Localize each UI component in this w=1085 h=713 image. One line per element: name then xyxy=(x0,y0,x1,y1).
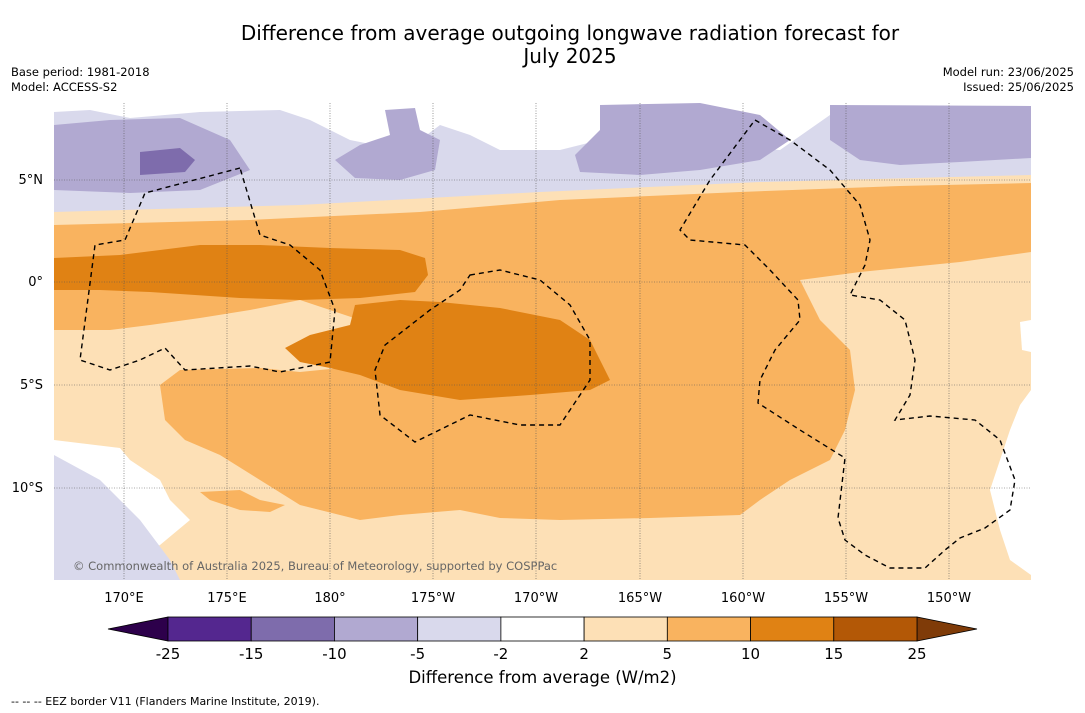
anomaly-neg2-2-southeast xyxy=(990,390,1031,575)
lon-label: 180° xyxy=(314,591,345,606)
colorbar-segment xyxy=(167,616,252,642)
map-panel: © Commonwealth of Australia 2025, Bureau… xyxy=(54,103,1031,580)
colorbar-extend-high xyxy=(916,616,978,642)
copyright-text: © Commonwealth of Australia 2025, Bureau… xyxy=(73,559,557,573)
colorbar-segment xyxy=(334,616,419,642)
lon-label: 165°W xyxy=(618,591,662,606)
colorbar-segment xyxy=(417,616,502,642)
eez-borders xyxy=(79,119,1016,569)
title-line-1: Difference from average outgoing longwav… xyxy=(240,21,900,45)
colorbar-tick-label: 2 xyxy=(579,645,589,663)
anomaly-neg15-neg10 xyxy=(140,148,195,175)
colorbar-tick-label: 10 xyxy=(741,645,760,663)
colorbar: -25 -15 -10 -5 -2 2 5 10 15 25 xyxy=(107,616,978,663)
model-name: Model: ACCESS-S2 xyxy=(11,80,118,94)
colorbar-tick-label: -2 xyxy=(493,645,508,663)
lon-label: 170°E xyxy=(104,591,144,606)
colorbar-segment xyxy=(833,616,918,642)
map-title: Difference from average outgoing longwav… xyxy=(0,22,1085,68)
colorbar-tick-label: 25 xyxy=(907,645,926,663)
meta-right: Model run: 23/06/2025 Issued: 25/06/2025 xyxy=(943,65,1074,95)
axis-labels: 5°N 0° 5°S 10°S 170°E 175°E 180° 175°W 1… xyxy=(12,173,972,606)
lat-label: 5°S xyxy=(20,378,43,393)
anomaly-neg10-neg5-center xyxy=(335,108,440,180)
lat-label: 10°S xyxy=(12,481,43,496)
lon-label: 155°W xyxy=(824,591,868,606)
colorbar-tick-label: 15 xyxy=(824,645,843,663)
issued-date: Issued: 25/06/2025 xyxy=(963,80,1074,94)
footnote: -- -- -- EEZ border V11 (Flanders Marine… xyxy=(11,695,320,708)
anomaly-10-15-west xyxy=(54,245,428,300)
colorbar-segment xyxy=(500,616,585,642)
colorbar-tick-label: -15 xyxy=(239,645,264,663)
model-run: Model run: 23/06/2025 xyxy=(942,65,1074,79)
anomaly-5-10-small xyxy=(200,490,285,512)
colorbar-tick-label: -10 xyxy=(322,645,347,663)
colorbar-segment xyxy=(250,616,335,642)
lon-label: 175°E xyxy=(207,591,247,606)
colorbar-extend-low xyxy=(107,616,169,642)
colorbar-segment xyxy=(750,616,835,642)
colorbar-tick-label: -25 xyxy=(156,645,181,663)
colorbar-tick-label: -5 xyxy=(410,645,425,663)
lat-label: 0° xyxy=(28,275,43,290)
anomaly-10-15-center xyxy=(285,300,610,400)
anomaly-neg2-2-east-small xyxy=(1020,320,1031,352)
title-line-2: July 2025 xyxy=(523,44,617,68)
lon-label: 160°W xyxy=(721,591,765,606)
colorbar-segment xyxy=(666,616,751,642)
colorbar-label: Difference from average (W/m2) xyxy=(408,668,677,687)
anomaly-neg10-neg5-east xyxy=(575,103,790,175)
lon-label: 175°W xyxy=(411,591,455,606)
lon-label: 150°W xyxy=(927,591,971,606)
lat-label: 5°N xyxy=(19,173,44,188)
base-period: Base period: 1981-2018 xyxy=(11,65,150,79)
colorbar-tick-label: 5 xyxy=(663,645,673,663)
meta-left: Base period: 1981-2018 Model: ACCESS-S2 xyxy=(11,65,150,95)
anomaly-neg10-neg5-far-east xyxy=(830,105,1031,165)
lon-label: 170°W xyxy=(514,591,558,606)
colorbar-segment xyxy=(583,616,668,642)
anomaly-neg5-neg2-southwest xyxy=(54,455,180,580)
